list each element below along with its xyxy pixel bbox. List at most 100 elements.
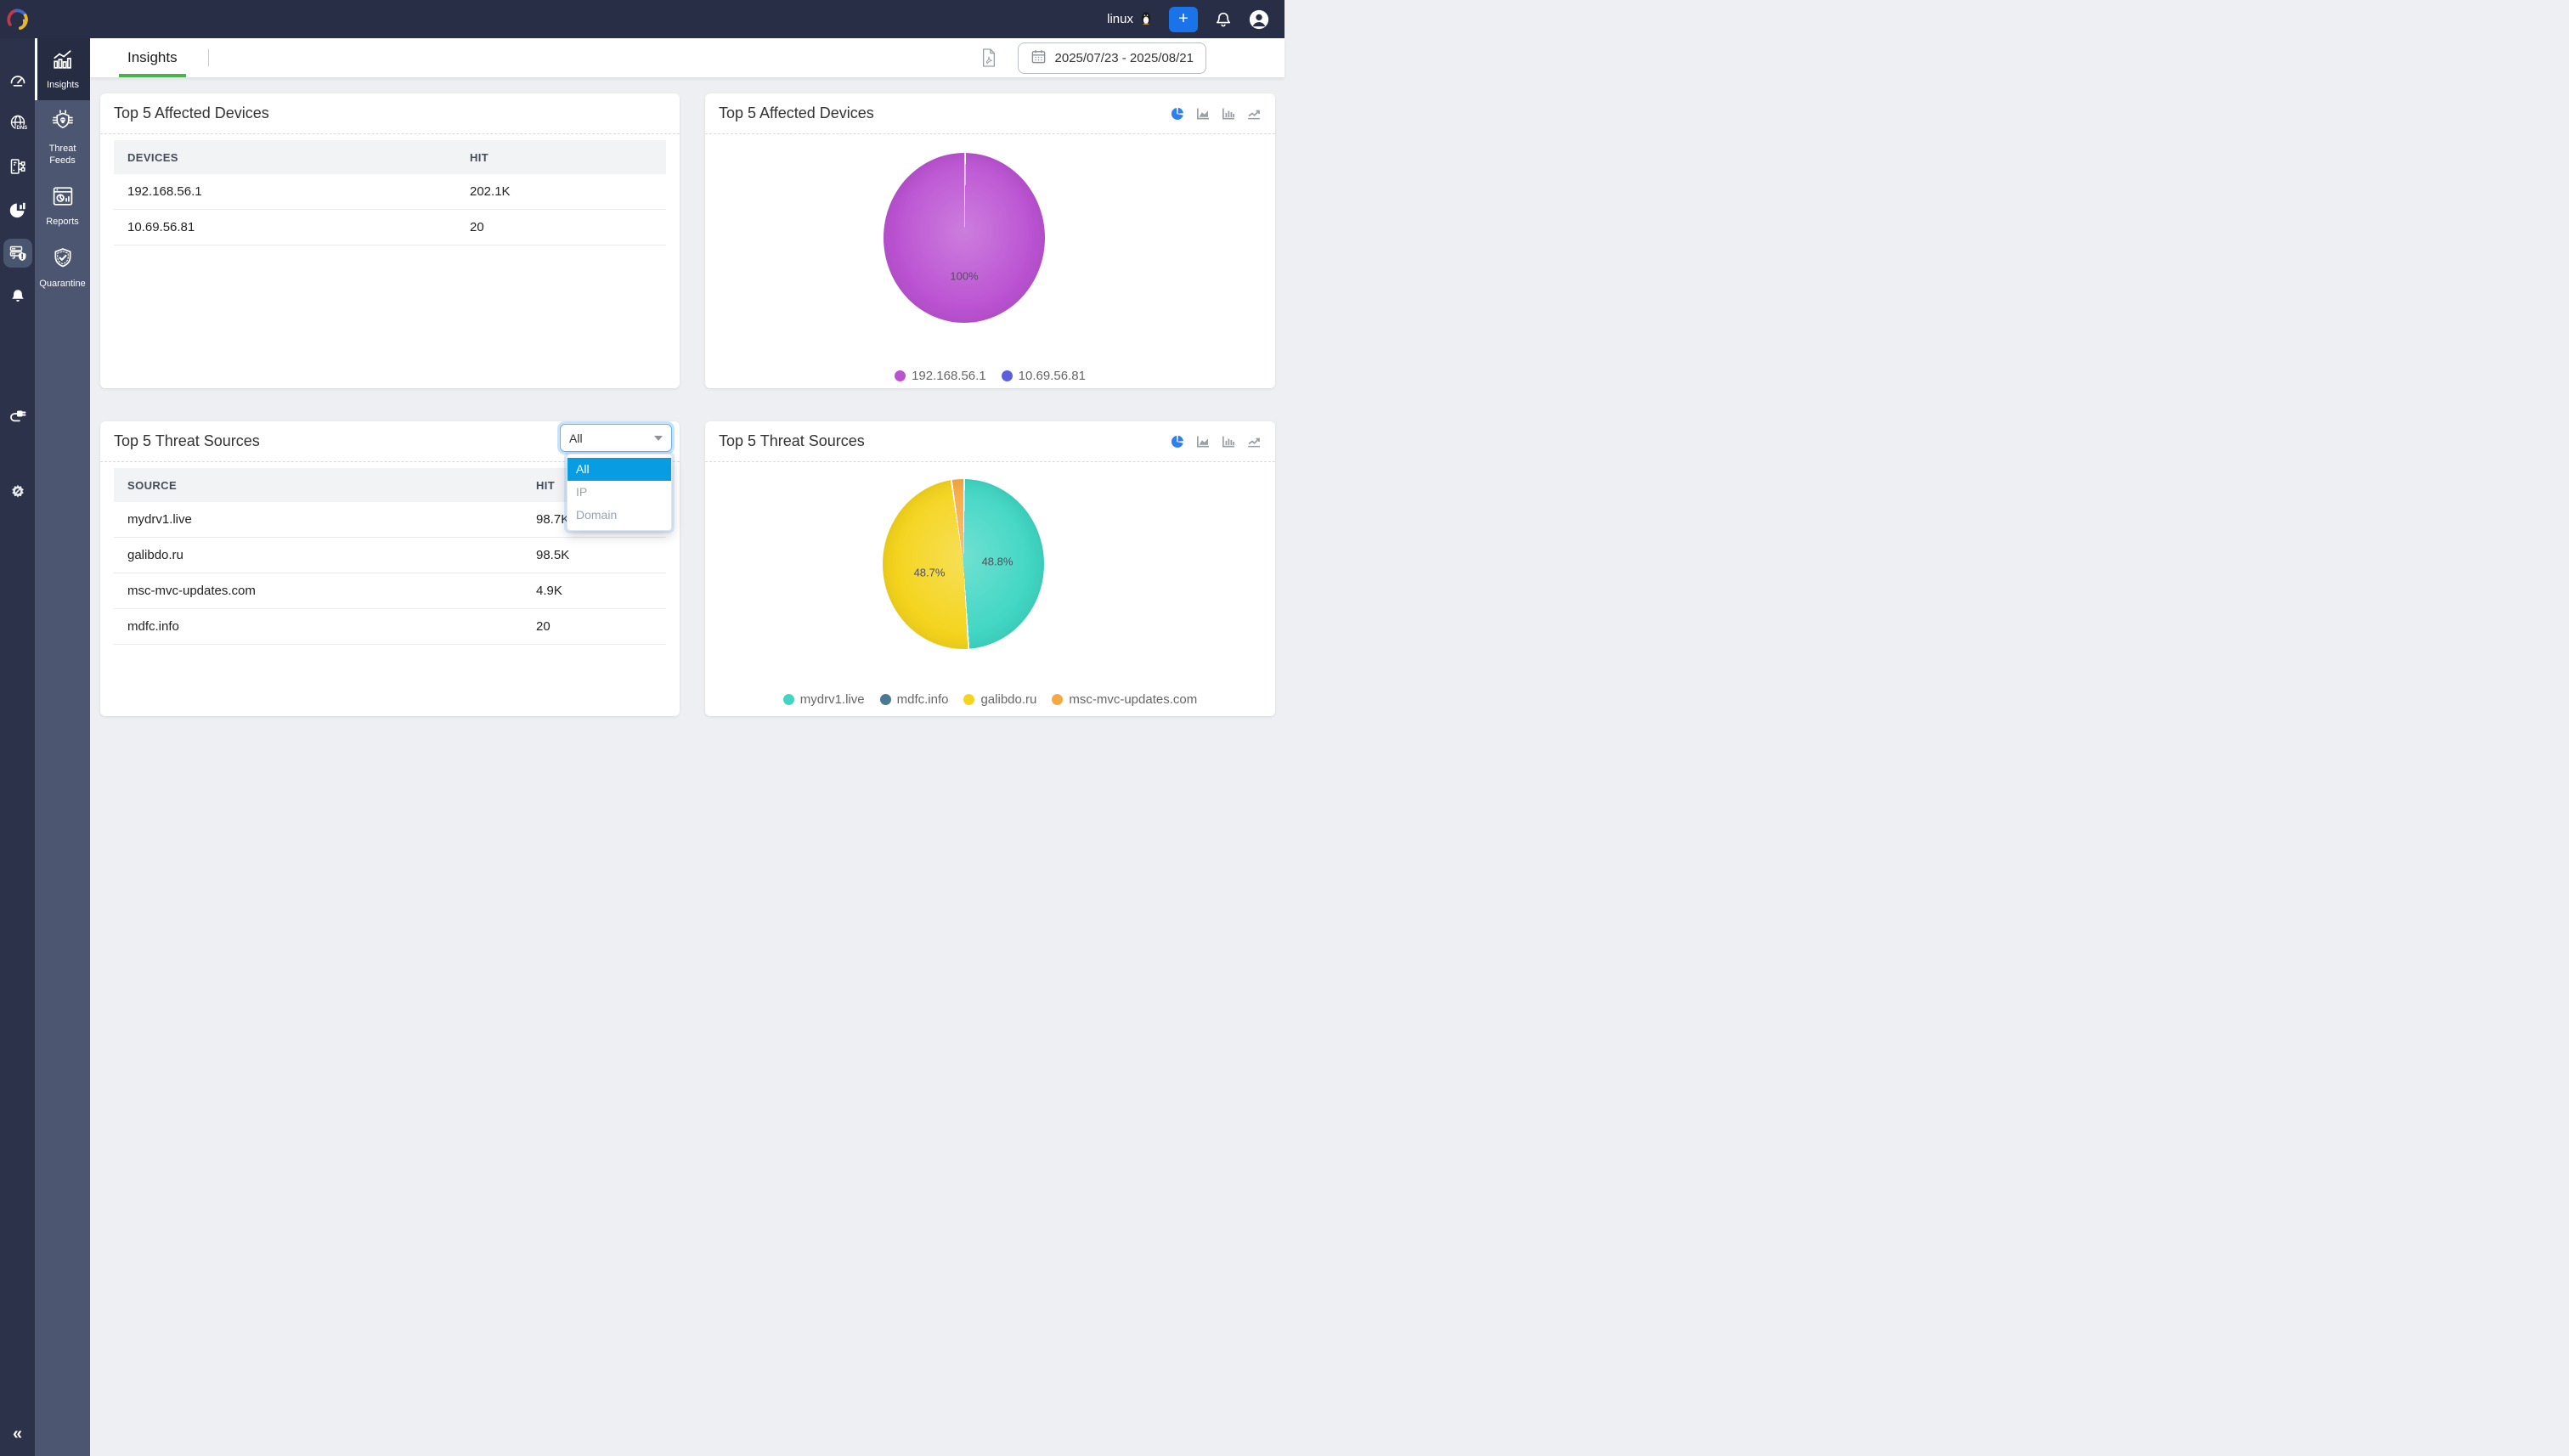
card-top5-affected-devices-chart: Top 5 Affected Devices 100%	[705, 93, 1275, 388]
table-row[interactable]: 10.69.56.81 20	[114, 210, 666, 245]
reports-icon	[50, 183, 76, 213]
legend-label: mdfc.info	[896, 692, 949, 707]
device-cell: 10.69.56.81	[127, 220, 195, 234]
source-cell: mydrv1.live	[127, 512, 192, 527]
pdf-export-icon[interactable]	[979, 48, 999, 68]
topbar: linux +	[0, 0, 1284, 38]
area-chart-type-icon[interactable]	[1195, 106, 1211, 121]
nav-item-reports[interactable]: Reports	[35, 175, 90, 237]
card-title: Top 5 Threat Sources	[114, 432, 260, 449]
add-button[interactable]: +	[1169, 6, 1198, 32]
nav-label: Threat Feeds	[48, 143, 76, 166]
table-row[interactable]: 192.168.56.1 202.1K	[114, 174, 666, 210]
devices-table: DEVICES HIT 192.168.56.1 202.1K 10.69.56…	[114, 140, 666, 245]
source-cell: galibdo.ru	[127, 548, 184, 562]
legend-item[interactable]: galibdo.ru	[963, 692, 1036, 707]
icon-rail: DNS	[0, 38, 35, 1456]
sidebar-collapse-icon[interactable]: «	[12, 1425, 23, 1443]
col-hit: HIT	[470, 150, 489, 164]
nav-item-insights[interactable]: Insights	[35, 38, 90, 100]
date-range-picker[interactable]: 2025/07/23 - 2025/08/21	[1017, 42, 1206, 74]
nav-column: Insights Threat Feeds	[35, 38, 90, 1456]
dashboard-gauge-icon[interactable]	[3, 65, 32, 94]
sources-chart-legend: mydrv1.live mdfc.info galibdo.ru msc-mvc…	[705, 692, 1275, 707]
device-cell: 192.168.56.1	[127, 184, 202, 199]
tab-insights[interactable]: Insights	[119, 38, 186, 77]
card-title: Top 5 Threat Sources	[719, 432, 865, 449]
date-range-value: 2025/07/23 - 2025/08/21	[1054, 50, 1194, 65]
user-avatar[interactable]	[1249, 9, 1269, 30]
nav-item-threat-feeds[interactable]: Threat Feeds	[35, 100, 90, 176]
legend-label: mydrv1.live	[799, 692, 865, 707]
chevron-down-icon	[654, 435, 663, 441]
legend-item[interactable]: msc-mvc-updates.com	[1052, 692, 1197, 707]
legend-dot	[782, 694, 794, 705]
legend-dot	[895, 370, 906, 381]
table-row[interactable]: msc-mvc-updates.com 4.9K	[114, 573, 666, 609]
col-source: SOURCE	[127, 478, 178, 492]
account-name: linux	[1107, 12, 1133, 26]
security-insights-icon[interactable]	[3, 239, 32, 268]
legend-item[interactable]: mydrv1.live	[782, 692, 865, 707]
dns-globe-icon[interactable]: DNS	[3, 109, 32, 138]
pie-percent-label: 48.7%	[913, 566, 946, 579]
integrations-plug-icon[interactable]	[3, 400, 32, 429]
hit-cell: 98.5K	[536, 548, 570, 562]
nav-item-quarantine[interactable]: Quarantine	[35, 237, 90, 299]
pie-chart-type-icon[interactable]	[1170, 434, 1185, 449]
devices-pie-chart[interactable]: 100%	[884, 153, 1045, 323]
nav-label: Insights	[47, 80, 79, 90]
col-devices: DEVICES	[127, 150, 178, 164]
hit-cell: 98.7K	[536, 512, 570, 527]
settings-gear-icon[interactable]	[3, 477, 32, 506]
option-ip[interactable]: IP	[576, 485, 588, 499]
area-chart-type-icon[interactable]	[1195, 434, 1211, 449]
pie-percent-label: 48.8%	[981, 555, 1013, 568]
app-logo-icon[interactable]	[0, 7, 35, 32]
hit-cell: 202.1K	[470, 184, 511, 199]
table-row[interactable]: mdfc.info 20	[114, 609, 666, 645]
penguin-icon	[1138, 10, 1154, 29]
legend-dot	[963, 694, 975, 705]
nav-label: Reports	[46, 217, 79, 228]
legend-dot	[1052, 694, 1064, 705]
calendar-icon	[1030, 48, 1047, 68]
tab-divider	[207, 49, 209, 66]
hit-cell: 4.9K	[536, 584, 562, 598]
account-label[interactable]: linux	[1107, 10, 1154, 29]
main-content: Top 5 Affected Devices DEVICES HIT 192.1…	[90, 77, 1284, 728]
legend-label: msc-mvc-updates.com	[1069, 692, 1198, 707]
source-type-menu: All IP Domain	[567, 454, 672, 531]
legend-label: galibdo.ru	[980, 692, 1037, 707]
threat-feeds-shield-skull-icon	[49, 109, 76, 140]
pie-chart-type-icon[interactable]	[1170, 106, 1185, 121]
table-row[interactable]: galibdo.ru 98.5K	[114, 538, 666, 573]
card-title: Top 5 Affected Devices	[114, 104, 269, 121]
nav-label: Quarantine	[39, 279, 86, 289]
legend-label: 192.168.56.1	[912, 369, 986, 383]
line-chart-type-icon[interactable]	[1246, 106, 1262, 121]
source-type-select[interactable]: All	[560, 424, 672, 452]
card-title: Top 5 Affected Devices	[719, 104, 874, 121]
bar-chart-type-icon[interactable]	[1221, 106, 1236, 121]
legend-item[interactable]: mdfc.info	[879, 692, 949, 707]
notifications-bell-icon[interactable]	[1213, 9, 1234, 30]
bar-chart-type-icon[interactable]	[1221, 434, 1236, 449]
legend-dot	[1001, 370, 1013, 381]
card-top5-threat-sources-table: Top 5 Threat Sources All All IP Domain S…	[100, 421, 680, 716]
quarantine-shield-icon	[50, 245, 76, 275]
legend-item[interactable]: 10.69.56.81	[1001, 369, 1086, 383]
option-all[interactable]: All	[567, 458, 671, 481]
legend-item[interactable]: 192.168.56.1	[895, 369, 986, 383]
pie-percent-label: 100%	[950, 269, 979, 283]
sources-pie-chart[interactable]: 48.8% 48.7%	[883, 479, 1044, 649]
hit-cell: 20	[536, 619, 550, 634]
line-chart-type-icon[interactable]	[1246, 434, 1262, 449]
insights-chart-icon	[50, 47, 76, 76]
table-header-row: DEVICES HIT	[114, 140, 666, 174]
asset-inventory-icon[interactable]	[3, 152, 32, 181]
analytics-pie-icon[interactable]	[3, 195, 32, 224]
alerts-bell-icon[interactable]	[3, 282, 32, 311]
option-domain[interactable]: Domain	[576, 508, 618, 522]
svg-text:DNS: DNS	[16, 126, 27, 131]
